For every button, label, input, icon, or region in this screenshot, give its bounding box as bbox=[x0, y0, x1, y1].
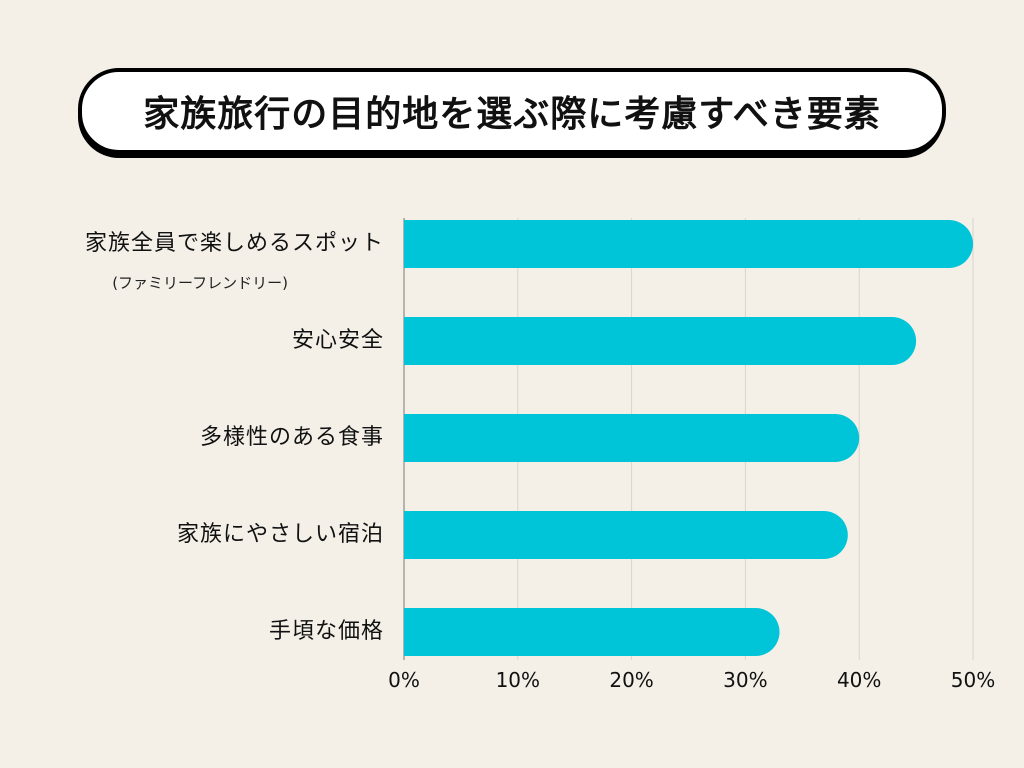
bar bbox=[404, 317, 917, 365]
x-tick-label: 30% bbox=[723, 668, 768, 692]
category-label: 手頃な価格 bbox=[268, 619, 384, 644]
bar bbox=[404, 511, 848, 559]
x-tick-label: 0% bbox=[388, 668, 420, 692]
bar bbox=[404, 608, 780, 656]
bar bbox=[404, 220, 973, 268]
category-sublabel: (ファミリーフレンドリー) bbox=[112, 274, 288, 292]
category-label: 家族にやさしい宿泊 bbox=[176, 522, 384, 547]
title-banner: 家族旅行の目的地を選ぶ際に考慮すべき要素 bbox=[78, 68, 948, 164]
category-label: 多様性のある食事 bbox=[199, 425, 384, 450]
chart-title: 家族旅行の目的地を選ぶ際に考慮すべき要素 bbox=[78, 68, 946, 154]
x-tick-label: 40% bbox=[836, 668, 882, 692]
x-tick-label: 50% bbox=[950, 668, 996, 692]
x-tick-label: 10% bbox=[495, 668, 541, 692]
category-label: 安心安全 bbox=[291, 328, 384, 353]
category-label: 家族全員で楽しめるスポット bbox=[84, 231, 384, 256]
x-tick-label: 20% bbox=[609, 668, 654, 692]
bar bbox=[404, 414, 860, 462]
